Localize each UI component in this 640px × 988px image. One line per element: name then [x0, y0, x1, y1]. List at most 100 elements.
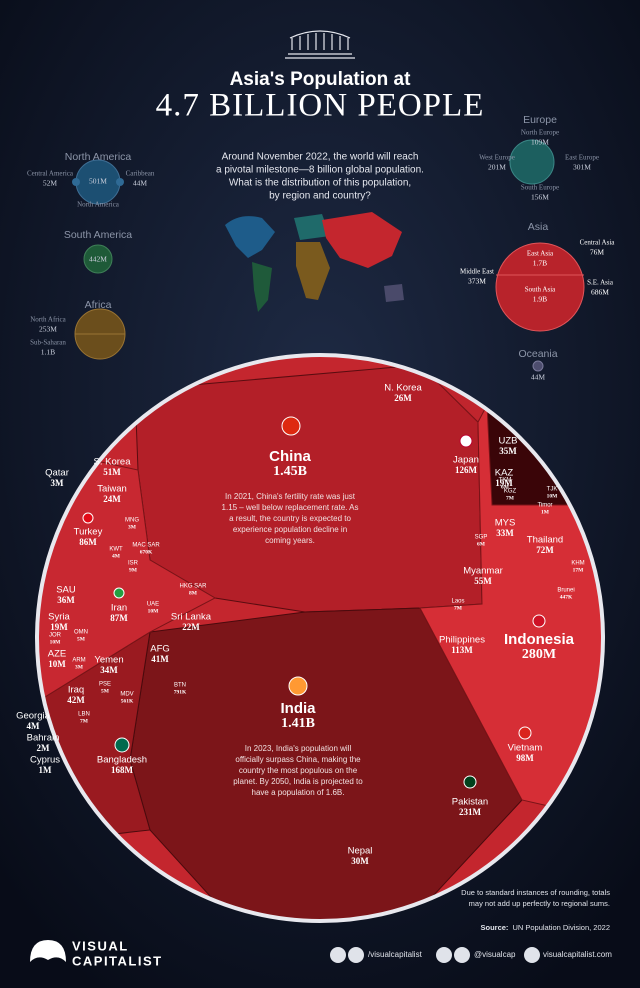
country-name: Vietnam — [508, 743, 543, 754]
country-value: 3M — [128, 524, 137, 530]
country-value: 670K — [140, 549, 153, 555]
country-value: 447K — [560, 594, 573, 600]
country-name: KAZ — [495, 468, 514, 479]
country-name: Turkey — [74, 527, 103, 538]
country-value: 7M — [454, 605, 463, 611]
region-label: East Asia — [527, 250, 554, 258]
country-value: 51M — [103, 467, 121, 477]
country-name: China — [269, 448, 311, 465]
country-name: S. Korea — [94, 457, 132, 468]
country-name: HKG SAR — [179, 584, 207, 590]
country-name: Bangladesh — [97, 755, 147, 766]
region-value: 76M — [590, 248, 605, 257]
country-name: AFG — [150, 644, 170, 655]
social-icon[interactable] — [348, 947, 364, 963]
source: Source: UN Population Division, 2022 — [481, 923, 611, 932]
country-value: 36M — [57, 595, 75, 605]
region-label: North Europe — [521, 129, 559, 137]
region-value: 442M — [89, 255, 107, 264]
country-name: Georgia — [16, 711, 51, 722]
source-text: UN Population Division, 2022 — [512, 923, 610, 932]
intro-text: Around November 2022, the world will rea… — [222, 152, 419, 163]
country-value: 9M — [129, 567, 138, 573]
country-value: 19M — [50, 622, 68, 632]
country-value: 10M — [50, 639, 62, 645]
country-name: Myanmar — [463, 566, 503, 577]
country-value: 17M — [573, 567, 585, 573]
country-name: Syria — [48, 612, 70, 623]
country-name: KGZ — [504, 489, 517, 495]
region-label: Central America — [27, 170, 74, 178]
region-value: 301M — [573, 163, 591, 172]
country-name: ISR — [128, 561, 139, 567]
country-value: 55M — [474, 576, 492, 586]
country-value: 1.41B — [281, 716, 315, 731]
region-value: 501M — [89, 177, 107, 186]
region-value: 686M — [591, 288, 609, 297]
country-value: 7M — [506, 495, 515, 501]
country-value: 5M — [77, 636, 86, 642]
region-label: Central Asia — [580, 239, 616, 247]
region-value: 373M — [468, 277, 486, 286]
social-icon[interactable] — [454, 947, 470, 963]
country-note: a result, the country is expected to — [229, 514, 351, 523]
social-handle[interactable]: /visualcapitalist — [368, 950, 423, 959]
region-title: South America — [64, 229, 132, 241]
region-title: Asia — [528, 221, 549, 233]
region-label: North America — [77, 201, 120, 209]
country-value: 33M — [496, 528, 514, 538]
country-value: 4M — [112, 553, 121, 559]
country-value: 98M — [516, 753, 534, 763]
country-note: officially surpass China, making the — [235, 755, 361, 764]
country-name: Bahrain — [27, 733, 60, 744]
region-value: 109M — [531, 138, 549, 147]
region-value: 1.9B — [533, 295, 547, 304]
country-value: 1.45B — [273, 464, 307, 479]
country-value: 126M — [455, 465, 478, 475]
country-value: 113M — [451, 645, 473, 655]
social-icon[interactable] — [524, 947, 540, 963]
social-handle[interactable]: @visualcap — [474, 950, 516, 959]
region-label: North Africa — [30, 316, 66, 324]
country-name: UAE — [147, 602, 159, 608]
country-value: 35M — [499, 446, 517, 456]
country-name: Pakistan — [452, 797, 488, 808]
country-value: 72M — [536, 545, 554, 555]
intro-text: What is the distribution of this populat… — [229, 178, 411, 189]
region-label: S.E. Asia — [587, 279, 614, 287]
region-bubbles — [72, 139, 585, 372]
country-note: planet. By 2050, India is projected to — [233, 777, 363, 786]
country-value: 24M — [103, 494, 121, 504]
title-highlight: 4.7 BILLION PEOPLE — [156, 88, 485, 124]
country-value: 26M — [394, 393, 412, 403]
country-name: Indonesia — [504, 631, 575, 648]
country-name: OMN — [74, 630, 88, 636]
country-name: Timor — [537, 503, 552, 509]
country-name: Taiwan — [97, 484, 127, 495]
country-value: 5M — [101, 688, 110, 694]
region-value: 44M — [531, 373, 546, 382]
region-value: 201M — [488, 163, 506, 172]
footnote: may not add up perfectly to regional sum… — [469, 899, 610, 908]
social-handle[interactable]: visualcapitalist.com — [543, 950, 612, 959]
region-value: 253M — [39, 325, 57, 334]
country-value: 3M — [51, 478, 65, 488]
country-name: MDV — [120, 692, 133, 698]
brand-logo — [30, 940, 66, 962]
country-name: SGP — [475, 535, 488, 541]
social-icon[interactable] — [330, 947, 346, 963]
country-value: 2M — [37, 743, 51, 753]
country-name: TJK — [547, 487, 558, 493]
social-icon[interactable] — [436, 947, 452, 963]
country-value: 87M — [110, 613, 128, 623]
country-name: UZB — [499, 436, 518, 447]
country-name: SAU — [56, 585, 76, 596]
region-label: Caribbean — [126, 170, 155, 178]
country-note: have a population of 1.6B. — [252, 788, 345, 797]
country-value: 19M — [495, 478, 513, 488]
region-label: Sub-Saharan — [30, 339, 66, 347]
country-value: 561K — [121, 698, 134, 704]
country-name: Iran — [111, 603, 127, 614]
country-value: 1M — [39, 765, 53, 775]
region-title: North America — [65, 151, 132, 163]
